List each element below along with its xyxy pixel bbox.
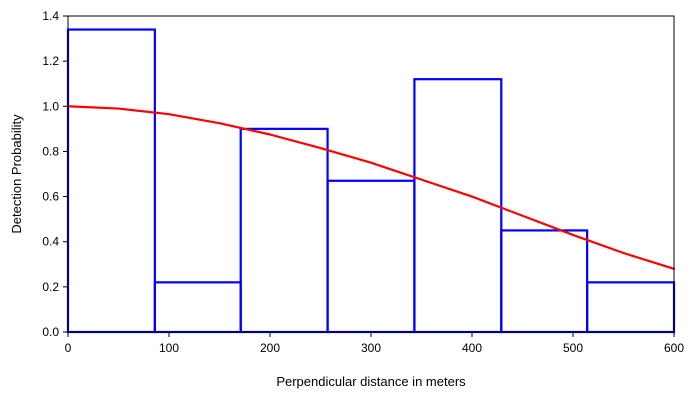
y-tick-label: 0.2 xyxy=(42,280,59,294)
y-tick-label: 0.4 xyxy=(42,235,59,249)
histogram-bars xyxy=(66,28,676,334)
histogram-bar xyxy=(586,281,676,334)
y-axis-label: Detection Probability xyxy=(9,114,24,234)
plot-area-frame xyxy=(67,15,675,333)
y-tick-label: 1.4 xyxy=(42,9,59,23)
x-tick-label: 200 xyxy=(260,341,280,355)
y-tick-label: 0.0 xyxy=(42,325,59,339)
histogram-bar xyxy=(239,127,329,334)
detection-curve-layer xyxy=(66,105,676,270)
x-tick-label: 100 xyxy=(159,341,179,355)
y-axis-ticks: 0.0 0.2 0.4 0.6 0.8 1.0 1.2 1.4 xyxy=(42,9,68,339)
histogram-bar xyxy=(413,78,503,334)
x-tick-label: 400 xyxy=(462,341,482,355)
x-axis-label: Perpendicular distance in meters xyxy=(276,374,466,389)
y-tick-label: 1.2 xyxy=(42,54,59,68)
histogram-bar xyxy=(500,229,589,334)
detection-function-curve xyxy=(66,105,676,270)
x-tick-label: 0 xyxy=(65,341,72,355)
histogram-bar xyxy=(66,28,156,334)
x-tick-label: 500 xyxy=(563,341,583,355)
histogram-bar xyxy=(153,281,242,334)
y-tick-label: 1.0 xyxy=(42,99,59,113)
x-axis-ticks: 0 100 200 300 400 500 600 xyxy=(65,332,684,355)
x-tick-label: 300 xyxy=(361,341,381,355)
y-tick-label: 0.8 xyxy=(42,144,59,158)
x-tick-label: 600 xyxy=(664,341,684,355)
histogram-bar xyxy=(326,179,416,334)
y-tick-label: 0.6 xyxy=(42,190,59,204)
